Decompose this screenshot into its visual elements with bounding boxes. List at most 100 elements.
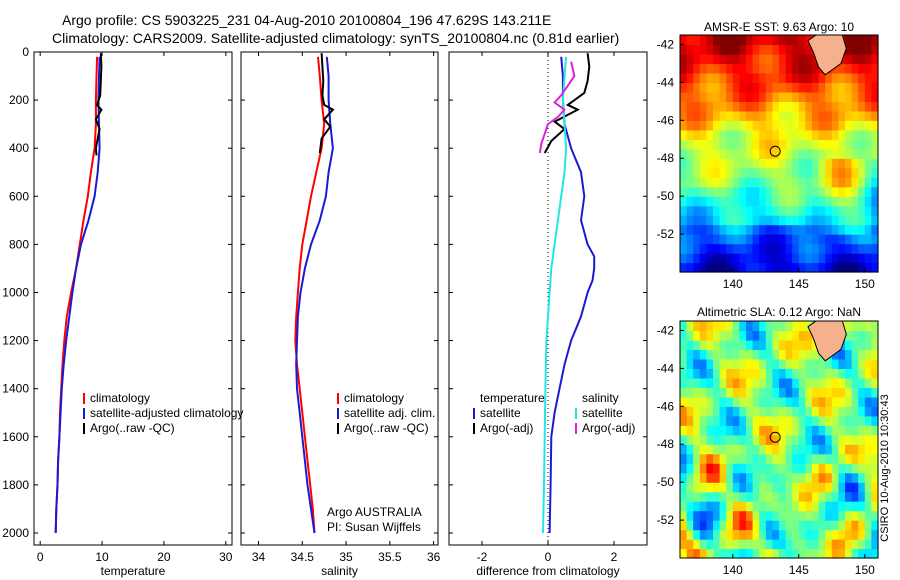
- sst-cell: [779, 101, 787, 112]
- sst-cell: [858, 196, 866, 207]
- sla-cell: [818, 415, 826, 426]
- sla-cell: [719, 463, 727, 474]
- sla-cell: [785, 425, 793, 436]
- sst-cell: [719, 91, 727, 102]
- sst-cell: [686, 177, 694, 188]
- sst-cell: [838, 101, 846, 112]
- difference-series-line: [543, 53, 591, 154]
- sla-cell: [785, 529, 793, 540]
- sst-cell: [772, 148, 780, 159]
- sla-cell: [792, 330, 800, 341]
- sla-cell: [739, 510, 747, 521]
- salinity-series-line: [295, 56, 334, 534]
- sst-cell: [732, 243, 740, 254]
- sst-cell: [693, 158, 701, 169]
- sla-cell: [752, 377, 760, 388]
- sla-cell: [706, 425, 714, 436]
- sst-cell: [858, 262, 866, 273]
- sla-cell: [858, 377, 866, 388]
- sla-cell: [825, 529, 833, 540]
- sla-cell: [693, 415, 701, 426]
- sst-cell: [851, 129, 859, 140]
- sla-cell: [825, 472, 833, 483]
- sst-cell: [752, 234, 760, 245]
- sst-cell: [739, 72, 747, 83]
- sla-cell: [732, 340, 740, 351]
- sla-cell: [680, 501, 688, 512]
- sst-cell: [772, 243, 780, 254]
- sst-cell: [838, 224, 846, 235]
- sla-cell: [812, 482, 820, 493]
- sst-cell: [719, 215, 727, 226]
- sst-cell: [864, 35, 872, 46]
- sla-cell: [864, 406, 872, 417]
- sla-cell: [713, 453, 721, 464]
- sst-cell: [713, 186, 721, 197]
- sst-cell: [838, 234, 846, 245]
- sla-cell: [871, 415, 879, 426]
- sst-cell: [686, 224, 694, 235]
- sst-cell: [825, 167, 833, 178]
- sla-cell: [772, 396, 780, 407]
- sla-cell: [871, 510, 879, 521]
- sst-cell: [746, 44, 754, 55]
- sst-cell: [739, 35, 747, 46]
- sst-cell: [831, 177, 839, 188]
- sla-cell: [759, 529, 767, 540]
- sst-cell: [706, 63, 714, 74]
- sla-cell: [739, 491, 747, 502]
- sst-cell: [739, 243, 747, 254]
- sla-cell: [693, 321, 701, 332]
- argo-institution: Argo AUSTRALIA: [327, 505, 422, 519]
- sla-cell: [719, 415, 727, 426]
- sst-xtick-label: 145: [789, 277, 809, 291]
- sst-cell: [779, 129, 787, 140]
- sst-cell: [838, 148, 846, 159]
- sst-cell: [798, 205, 806, 216]
- sst-cell: [798, 215, 806, 226]
- sla-cell: [680, 520, 688, 531]
- sst-cell: [825, 120, 833, 131]
- sla-cell: [792, 396, 800, 407]
- sla-cell: [752, 330, 760, 341]
- sst-cell: [713, 262, 721, 273]
- sst-cell: [759, 196, 767, 207]
- sst-cell: [713, 82, 721, 93]
- sst-cell: [699, 129, 707, 140]
- sla-cell: [699, 434, 707, 445]
- sst-cell: [785, 196, 793, 207]
- sst-cell: [779, 91, 787, 102]
- sst-cell: [798, 63, 806, 74]
- sla-cell: [838, 491, 846, 502]
- sla-xtick-label: 140: [723, 563, 743, 577]
- sst-cell: [798, 253, 806, 264]
- temperature-xtick-label: 20: [157, 550, 171, 564]
- sla-cell: [798, 491, 806, 502]
- sst-cell: [739, 196, 747, 207]
- sla-cell: [719, 340, 727, 351]
- sst-cell: [693, 63, 701, 74]
- sst-cell: [798, 110, 806, 121]
- sla-cell: [798, 396, 806, 407]
- sla-cell: [713, 491, 721, 502]
- sla-cell: [805, 539, 813, 550]
- sla-cell: [779, 377, 787, 388]
- sst-cell: [680, 54, 688, 65]
- sla-cell: [699, 349, 707, 360]
- sst-cell: [818, 139, 826, 150]
- sla-cell: [713, 510, 721, 521]
- sst-cell: [719, 253, 727, 264]
- sst-cell: [765, 54, 773, 65]
- sst-cell: [719, 167, 727, 178]
- sst-cell: [805, 120, 813, 131]
- sst-cell: [851, 262, 859, 273]
- sst-cell: [765, 215, 773, 226]
- sla-cell: [680, 463, 688, 474]
- sla-cell: [686, 539, 694, 550]
- sst-cell: [818, 91, 826, 102]
- sst-cell: [772, 234, 780, 245]
- sla-cell: [719, 396, 727, 407]
- sla-cell: [732, 444, 740, 455]
- sst-cell: [779, 54, 787, 65]
- sst-cell: [798, 148, 806, 159]
